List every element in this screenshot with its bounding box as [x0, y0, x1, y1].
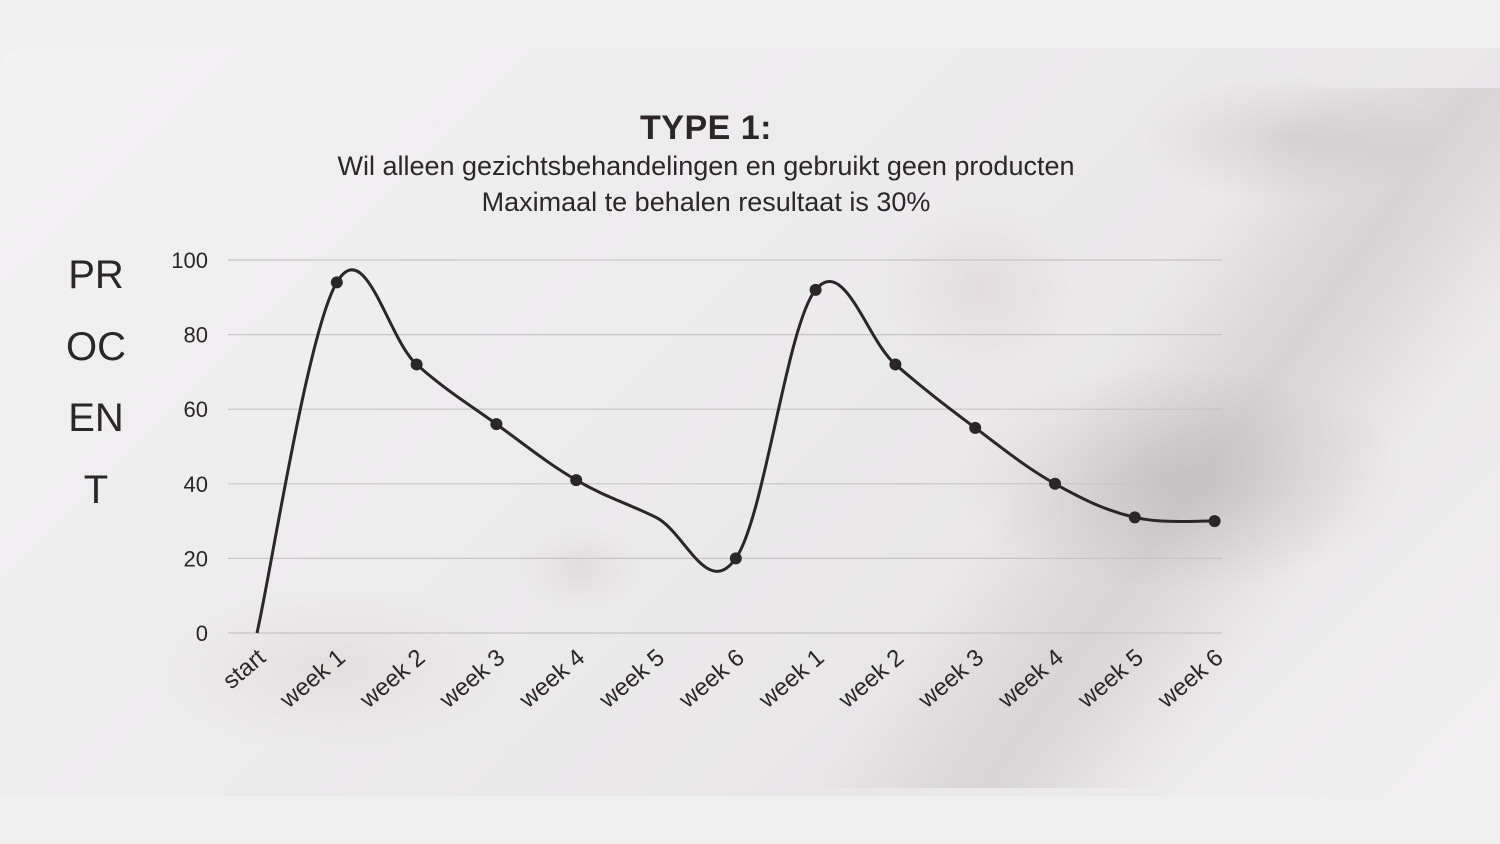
data-point — [889, 358, 902, 371]
slide-background — [0, 48, 1500, 796]
data-point — [330, 276, 343, 289]
chart-subtitle-line-1: Wil alleen gezichtsbehandelingen en gebr… — [337, 151, 1075, 181]
data-point — [1049, 477, 1061, 490]
data-point — [729, 552, 742, 565]
x-tick-label: week 4 — [992, 644, 1068, 714]
x-tick-label: week 2 — [354, 644, 430, 714]
x-tick-label: week 5 — [593, 644, 669, 714]
data-point — [570, 474, 583, 487]
y-axis-label: PROCENT — [66, 253, 126, 512]
x-tick-label: week 4 — [514, 644, 590, 714]
x-tick-label: week 3 — [913, 644, 989, 714]
y-tick-label: 0 — [196, 621, 208, 646]
data-point — [410, 358, 423, 371]
chart-title-block: TYPE 1: Wil alleen gezichtsbehandelingen… — [0, 108, 1412, 220]
data-point — [809, 283, 822, 296]
data-point — [969, 421, 982, 434]
chart-title: TYPE 1: — [640, 109, 772, 147]
x-tick-label: week 1 — [274, 644, 350, 714]
data-point — [1208, 515, 1221, 528]
x-tick-label: week 2 — [833, 644, 909, 714]
x-tick-label: week 6 — [673, 644, 749, 714]
y-tick-label: 40 — [184, 472, 208, 497]
y-tick-label: 100 — [171, 248, 208, 273]
chart-subtitle-line-2: Maximaal te behalen resultaat is 30% — [481, 187, 931, 217]
x-tick-label: week 1 — [753, 644, 829, 714]
data-point — [490, 418, 503, 431]
x-tick-label: start — [218, 644, 271, 695]
x-tick-label: week 5 — [1072, 644, 1148, 714]
y-tick-label: 20 — [184, 546, 208, 571]
series-line — [255, 268, 1215, 634]
x-tick-label: week 3 — [434, 644, 510, 714]
y-tick-label: 60 — [184, 397, 208, 422]
y-tick-label: 80 — [184, 323, 208, 348]
x-tick-label: week 6 — [1152, 644, 1228, 714]
data-point — [1128, 511, 1141, 524]
